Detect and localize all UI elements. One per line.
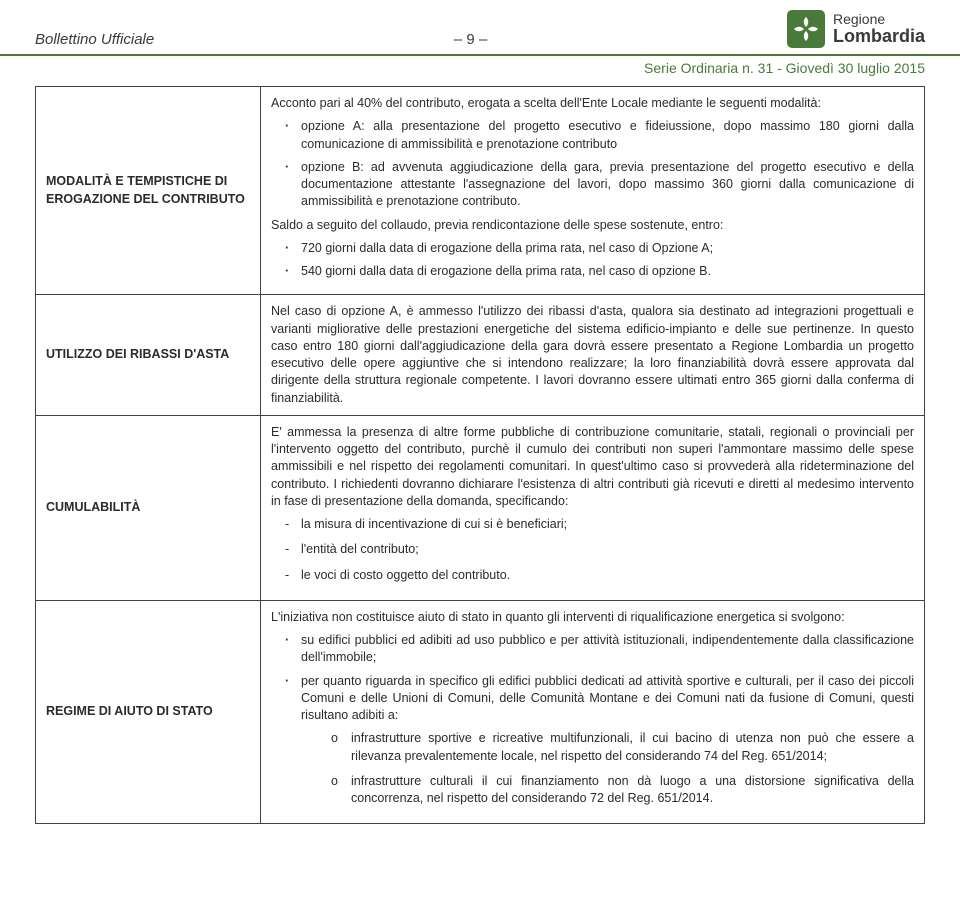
table-row: CUMULABILITÀ E' ammessa la presenza di a… (36, 415, 925, 600)
brand-text: Regione Lombardia (833, 12, 925, 46)
row-body: L'iniziativa non costituisce aiuto di st… (261, 600, 925, 824)
list-item: infrastrutture sportive e ricreative mul… (301, 730, 914, 765)
list-item: su edifici pubblici ed adibiti ad uso pu… (271, 632, 914, 667)
page-header: Bollettino Ufficiale – 9 – Regione Lomba… (0, 0, 960, 56)
list-item: infrastrutture culturali il cui finanzia… (301, 773, 914, 808)
brand-block: Regione Lombardia (787, 10, 925, 48)
options-list: opzione A: alla presentazione del proget… (271, 118, 914, 210)
brand-top: Regione (833, 12, 925, 27)
row-label: UTILIZZO DEI RIBASSI D'ASTA (36, 295, 261, 416)
bullet-list: su edifici pubblici ed adibiti ad uso pu… (271, 632, 914, 807)
table-row: UTILIZZO DEI RIBASSI D'ASTA Nel caso di … (36, 295, 925, 416)
list-item: le voci di costo oggetto del contributo. (271, 567, 914, 584)
intro-text: E' ammessa la presenza di altre forme pu… (271, 424, 914, 510)
table-row: REGIME DI AIUTO DI STATO L'iniziativa no… (36, 600, 925, 824)
brand-bottom: Lombardia (833, 27, 925, 46)
row-body: Acconto pari al 40% del contributo, erog… (261, 87, 925, 295)
page: Bollettino Ufficiale – 9 – Regione Lomba… (0, 0, 960, 844)
dash-list: la misura di incentivazione di cui si è … (271, 516, 914, 584)
list-item-text: per quanto riguarda in specifico gli edi… (301, 674, 914, 723)
saldo-text: Saldo a seguito del collaudo, previa ren… (271, 217, 914, 234)
body-text: Nel caso di opzione A, è ammesso l'utili… (271, 303, 914, 407)
row-body: E' ammessa la presenza di altre forme pu… (261, 415, 925, 600)
lombardia-logo-icon (787, 10, 825, 48)
issue-line: Serie Ordinaria n. 31 - Giovedì 30 lugli… (0, 56, 960, 86)
row-label: MODALITÀ E TEMPISTICHE DI EROGAZIONE DEL… (36, 87, 261, 295)
saldo-list: 720 giorni dalla data di erogazione dell… (271, 240, 914, 281)
list-item: opzione B: ad avvenuta aggiudicazione de… (271, 159, 914, 211)
publication-title: Bollettino Ufficiale (35, 31, 154, 48)
row-body: Nel caso di opzione A, è ammesso l'utili… (261, 295, 925, 416)
page-number: – 9 – (454, 31, 487, 48)
table-row: MODALITÀ E TEMPISTICHE DI EROGAZIONE DEL… (36, 87, 925, 295)
list-item: 720 giorni dalla data di erogazione dell… (271, 240, 914, 257)
content-area: MODALITÀ E TEMPISTICHE DI EROGAZIONE DEL… (0, 86, 960, 844)
row-label: CUMULABILITÀ (36, 415, 261, 600)
intro-text: L'iniziativa non costituisce aiuto di st… (271, 609, 914, 626)
row-label: REGIME DI AIUTO DI STATO (36, 600, 261, 824)
list-item: 540 giorni dalla data di erogazione dell… (271, 263, 914, 280)
list-item: l'entità del contributo; (271, 541, 914, 558)
list-item: la misura di incentivazione di cui si è … (271, 516, 914, 533)
list-item: per quanto riguarda in specifico gli edi… (271, 673, 914, 808)
regulation-table: MODALITÀ E TEMPISTICHE DI EROGAZIONE DEL… (35, 86, 925, 824)
sub-o-list: infrastrutture sportive e ricreative mul… (301, 730, 914, 807)
list-item: opzione A: alla presentazione del proget… (271, 118, 914, 153)
intro-text: Acconto pari al 40% del contributo, erog… (271, 95, 914, 112)
